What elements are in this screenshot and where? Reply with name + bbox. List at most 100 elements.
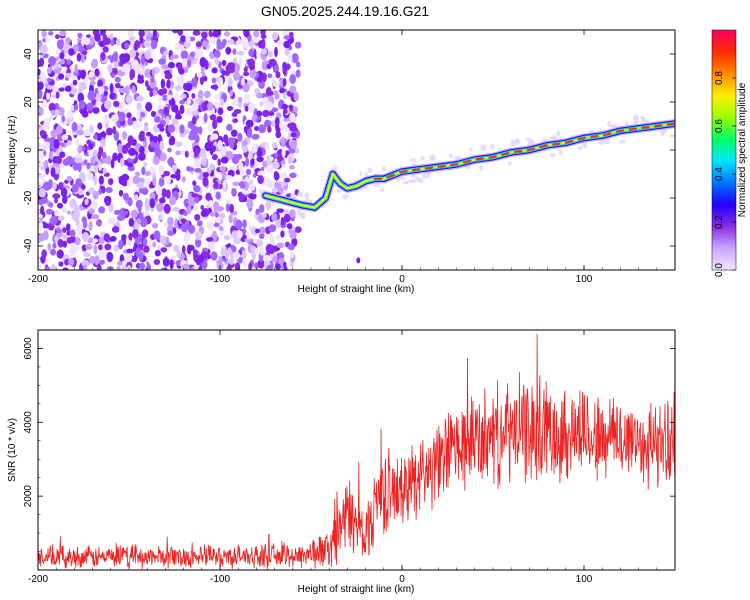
noise-blob xyxy=(160,267,168,270)
noise-blob xyxy=(198,254,205,263)
noise-blob xyxy=(163,203,171,214)
noise-blob xyxy=(52,193,61,199)
noise-blob xyxy=(212,230,217,238)
noise-blob xyxy=(180,218,187,223)
noise-blob xyxy=(296,61,301,68)
noise-blob xyxy=(103,233,111,242)
noise-blob xyxy=(86,162,91,170)
snr-y-ticks: 2000 4000 6000 xyxy=(23,329,675,571)
noise-blob xyxy=(217,158,221,166)
noise-blob xyxy=(268,224,277,233)
noise-blob xyxy=(271,31,279,41)
x-tick-label: -100 xyxy=(210,274,230,285)
noise-blob xyxy=(233,251,241,260)
noise-blob xyxy=(216,206,225,212)
noise-blob xyxy=(174,42,181,51)
noise-blob xyxy=(105,187,113,193)
noise-blob xyxy=(112,126,116,134)
noise-blob xyxy=(256,156,264,163)
noise-blob xyxy=(274,46,278,58)
noise-blob xyxy=(175,171,181,182)
noise-blob xyxy=(273,171,280,181)
halo-blob xyxy=(402,180,409,185)
noise-blob xyxy=(289,209,296,219)
noise-blob xyxy=(76,53,82,62)
noise-blob xyxy=(193,251,198,262)
noise-blob xyxy=(289,139,298,150)
noise-blob xyxy=(103,90,109,96)
noise-blob xyxy=(69,229,76,238)
noise-blob xyxy=(172,207,180,212)
noise-blob xyxy=(229,89,233,97)
noise-blob xyxy=(132,120,138,130)
noise-blob xyxy=(38,68,41,76)
signal-peak xyxy=(551,142,561,146)
noise-blob xyxy=(214,212,219,218)
noise-blob xyxy=(289,85,297,94)
noise-blob xyxy=(45,36,50,43)
noise-blob xyxy=(215,216,222,224)
noise-blob xyxy=(119,53,127,63)
noise-blob xyxy=(279,120,285,130)
noise-blob xyxy=(41,99,48,108)
noise-blob xyxy=(216,76,220,83)
snr-panel: -200 -100 0 100 2000 4000 6000 Height of stra… xyxy=(7,329,676,595)
noise-blob xyxy=(153,259,161,265)
noise-blob xyxy=(125,253,133,263)
noise-blob xyxy=(38,188,46,198)
noise-blob xyxy=(144,177,151,186)
noise-blob xyxy=(166,79,171,89)
halo-blob xyxy=(515,137,519,143)
noise-blob xyxy=(223,134,229,144)
noise-blob xyxy=(102,114,111,124)
colorbar: 0.0 0.2 0.4 0.6 0.8 Normalized spectral ampl… xyxy=(711,29,748,277)
noise-blob xyxy=(132,229,139,239)
noise-blob xyxy=(100,51,106,61)
noise-blob xyxy=(43,197,48,204)
noise-blob xyxy=(213,94,220,100)
noise-blob xyxy=(219,98,225,107)
noise-blob xyxy=(56,228,62,234)
noise-blob xyxy=(74,63,79,74)
noise-blob xyxy=(232,181,240,187)
noise-blob xyxy=(201,40,208,48)
noise-blob xyxy=(139,145,145,155)
noise-blob xyxy=(209,188,218,195)
noise-blob xyxy=(116,266,121,270)
noise-blob xyxy=(54,155,62,165)
noise-blob xyxy=(38,72,47,83)
noise-blob xyxy=(134,171,141,177)
colorbar-tick-label: 0.2 xyxy=(714,215,725,229)
noise-blob xyxy=(80,69,87,80)
signal-peak xyxy=(513,150,523,153)
noise-blob xyxy=(86,172,94,181)
noise-blob xyxy=(175,109,181,115)
noise-blob xyxy=(244,237,252,243)
noise-blob xyxy=(141,229,149,238)
noise-blob xyxy=(40,205,45,216)
noise-blob xyxy=(66,59,71,65)
noise-blob xyxy=(169,255,177,260)
noise-blob xyxy=(144,122,149,127)
noise-blob xyxy=(179,99,186,105)
halo-blob xyxy=(525,137,533,141)
noise-blob xyxy=(57,215,65,221)
figure-title: GN05.2025.244.19.16.G21 xyxy=(261,3,429,19)
halo-blob xyxy=(380,187,385,193)
noise-blob xyxy=(107,217,116,225)
noise-blob xyxy=(271,142,278,149)
noise-blob xyxy=(74,237,81,246)
noise-blob xyxy=(254,126,259,131)
noise-blob xyxy=(38,124,44,131)
noise-blob xyxy=(61,134,69,141)
noise-blob xyxy=(126,112,132,119)
noise-blob xyxy=(99,132,107,137)
noise-blob xyxy=(72,44,79,52)
noise-blob xyxy=(268,156,274,162)
noise-blob xyxy=(99,138,106,148)
noise-blob xyxy=(214,58,220,65)
noise-blob xyxy=(186,97,191,106)
noise-blob xyxy=(187,58,192,68)
noise-blob xyxy=(230,244,236,251)
noise-blob xyxy=(131,59,139,70)
